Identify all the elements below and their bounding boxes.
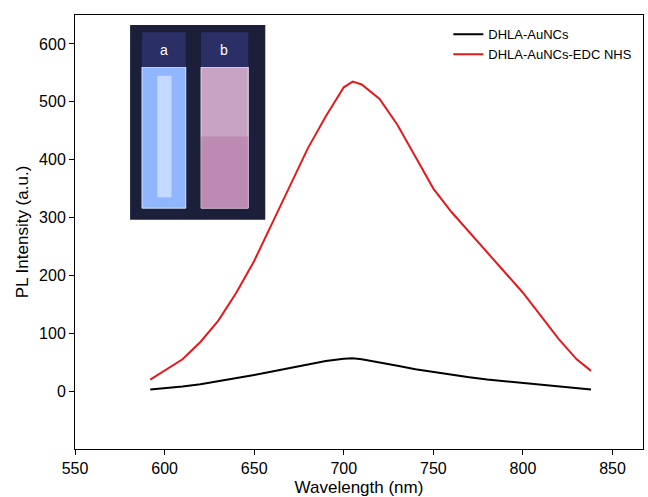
svg-text:700: 700: [330, 460, 357, 477]
svg-text:850: 850: [599, 460, 626, 477]
svg-text:Wavelength (nm): Wavelength (nm): [295, 478, 424, 497]
svg-text:200: 200: [39, 267, 66, 284]
svg-text:DHLA-AuNCs: DHLA-AuNCs: [488, 27, 569, 42]
svg-text:750: 750: [420, 460, 447, 477]
svg-text:600: 600: [151, 460, 178, 477]
svg-text:600: 600: [39, 36, 66, 53]
svg-text:500: 500: [39, 93, 66, 110]
svg-text:800: 800: [510, 460, 537, 477]
svg-text:PL Intensity (a.u.): PL Intensity (a.u.): [13, 166, 32, 299]
svg-text:a: a: [160, 42, 168, 58]
svg-text:300: 300: [39, 209, 66, 226]
svg-text:100: 100: [39, 325, 66, 342]
svg-text:400: 400: [39, 151, 66, 168]
svg-text:0: 0: [57, 383, 66, 400]
svg-text:DHLA-AuNCs-EDC NHS: DHLA-AuNCs-EDC NHS: [488, 47, 631, 62]
svg-text:b: b: [220, 42, 228, 58]
svg-text:650: 650: [241, 460, 268, 477]
svg-text:550: 550: [62, 460, 89, 477]
